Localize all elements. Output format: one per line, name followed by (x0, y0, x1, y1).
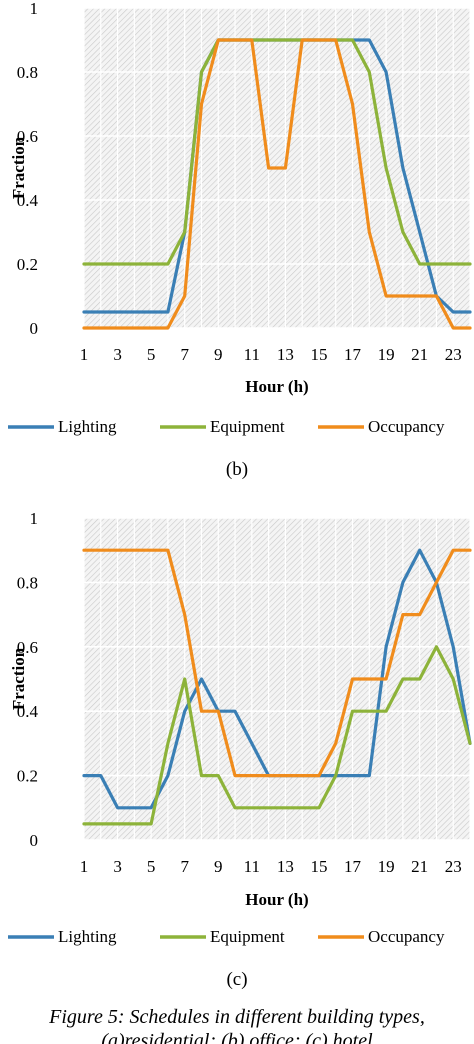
x-tick-label: 21 (411, 345, 428, 364)
series-line-occupancy (82, 38, 472, 330)
chart-b: 00.20.40.60.811 3 5 7 9 11 13 15 17 19 21 23Fractio… (8, 0, 472, 480)
y-tick-label: 0.2 (17, 767, 38, 786)
y-tick-label: 0.6 (17, 127, 38, 146)
x-tick-label: 19 (378, 345, 395, 364)
y-tick-label: 0 (30, 319, 39, 338)
x-tick-label: 19 (378, 857, 395, 876)
y-tick-label: 1 (30, 0, 39, 18)
figure-caption-line-2: (a)residential; (b) office; (c) hotel (101, 1030, 373, 1044)
x-tick-label: 15 (310, 857, 327, 876)
y-tick-label: 1 (30, 509, 39, 528)
x-tick-label: 11 (244, 857, 260, 876)
chart-c: 00.20.40.60.811 3 5 7 9 11 13 15 17 19 21 23Fractio… (8, 509, 472, 990)
y-tick-label: 0.6 (17, 638, 38, 657)
figure-caption-line-1: Figure 5: Schedules in different buildin… (48, 1006, 425, 1028)
x-tick-label: 1 (80, 857, 89, 876)
x-tick-label: 21 (411, 857, 428, 876)
legend-label: Equipment (210, 927, 285, 946)
x-tick-label: 11 (244, 345, 260, 364)
series-line-occupancy (82, 548, 472, 778)
x-tick-label: 13 (277, 857, 294, 876)
x-tick-label: 7 (180, 857, 189, 876)
y-tick-label: 0.8 (17, 63, 38, 82)
x-tick-label: 9 (214, 345, 223, 364)
panel-label: (c) (226, 969, 247, 990)
y-tick-label: 0 (30, 831, 39, 850)
x-tick-label: 17 (344, 857, 362, 876)
x-tick-label: 3 (113, 345, 122, 364)
x-axis-label: Hour (h) (245, 377, 308, 396)
legend-label: Lighting (58, 927, 117, 946)
x-tick-label: 17 (344, 345, 362, 364)
x-tick-label: 5 (147, 345, 156, 364)
x-tick-label: 5 (147, 857, 156, 876)
legend-label: Occupancy (368, 417, 445, 436)
panel-label: (b) (226, 459, 248, 480)
legend-label: Lighting (58, 417, 117, 436)
x-tick-label: 7 (180, 345, 189, 364)
x-tick-label: 23 (445, 345, 462, 364)
x-tick-label: 1 (80, 345, 89, 364)
x-tick-label: 23 (445, 857, 462, 876)
y-axis-label: Fraction (9, 136, 28, 199)
x-tick-label: 15 (310, 345, 327, 364)
legend-label: Equipment (210, 417, 285, 436)
y-tick-label: 0.4 (17, 191, 39, 210)
x-tick-label: 3 (113, 857, 122, 876)
y-tick-label: 0.4 (17, 702, 39, 721)
y-tick-label: 0.2 (17, 255, 38, 274)
x-tick-label: 13 (277, 345, 294, 364)
y-tick-label: 0.8 (17, 573, 38, 592)
x-axis-label: Hour (h) (245, 890, 308, 909)
x-tick-label: 9 (214, 857, 223, 876)
series-line-equipment (82, 38, 472, 266)
y-axis-label: Fraction (9, 647, 28, 710)
legend-label: Occupancy (368, 927, 445, 946)
series-line-equipment (82, 645, 472, 826)
